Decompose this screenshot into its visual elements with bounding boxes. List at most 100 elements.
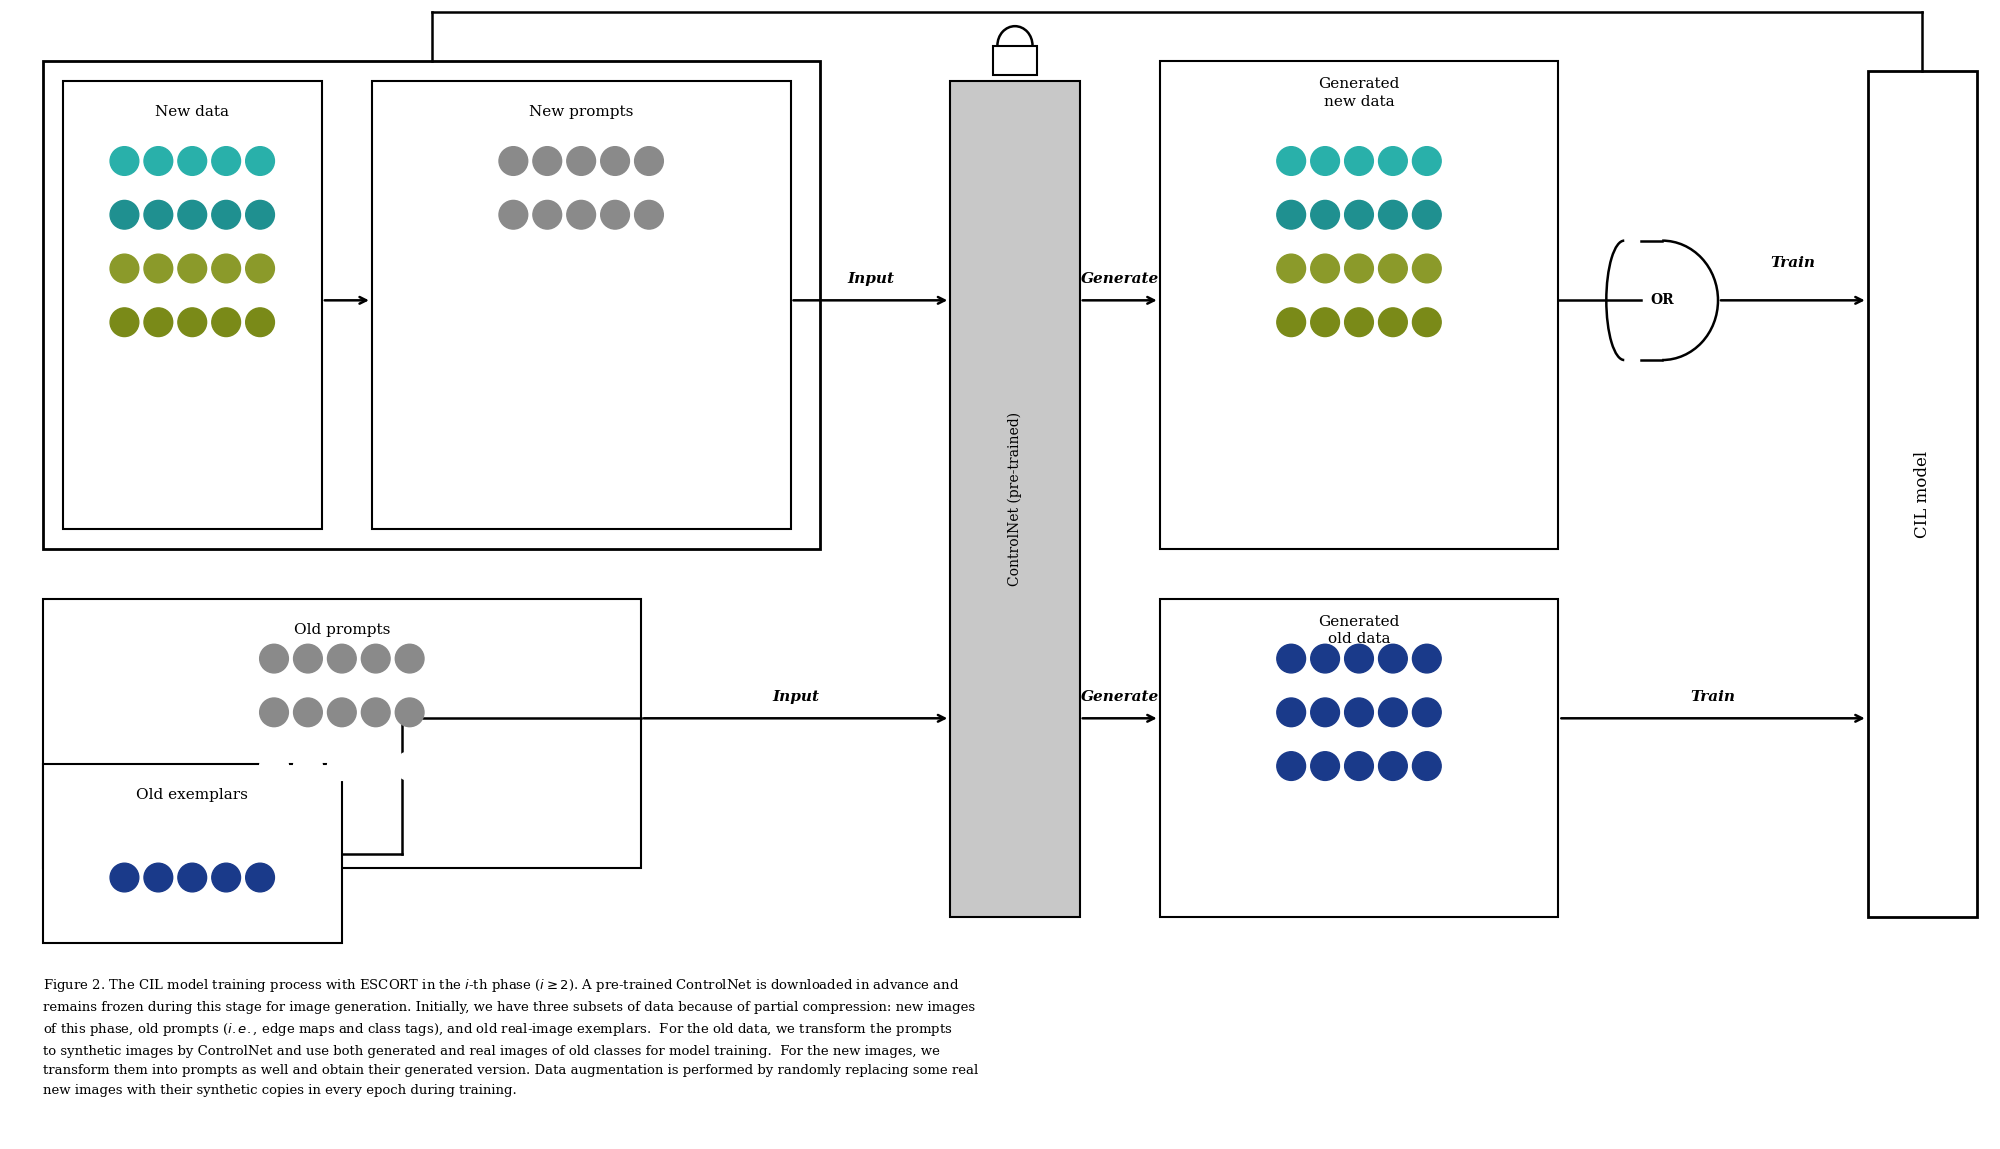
Circle shape xyxy=(600,308,630,337)
Text: New data: New data xyxy=(156,106,230,119)
Circle shape xyxy=(110,308,138,337)
Circle shape xyxy=(362,645,390,673)
Circle shape xyxy=(144,254,172,283)
Text: Old prompts: Old prompts xyxy=(294,623,390,637)
Circle shape xyxy=(1276,751,1306,780)
Bar xyxy=(994,46,1036,76)
Circle shape xyxy=(1310,645,1340,673)
Circle shape xyxy=(1344,645,1374,673)
Circle shape xyxy=(212,254,240,283)
Circle shape xyxy=(498,200,528,229)
Circle shape xyxy=(246,147,274,176)
Circle shape xyxy=(498,147,528,176)
Circle shape xyxy=(178,200,206,229)
Circle shape xyxy=(1412,254,1442,283)
Text: New prompts: New prompts xyxy=(528,106,634,119)
Circle shape xyxy=(328,751,356,780)
Bar xyxy=(950,82,1080,917)
Circle shape xyxy=(1276,697,1306,726)
Circle shape xyxy=(110,200,138,229)
Text: Input: Input xyxy=(772,691,820,704)
Circle shape xyxy=(532,254,562,283)
Text: ControlNet (pre-trained): ControlNet (pre-trained) xyxy=(1008,412,1022,586)
Circle shape xyxy=(1378,751,1408,780)
Circle shape xyxy=(396,697,424,726)
Circle shape xyxy=(1344,308,1374,337)
Circle shape xyxy=(260,751,288,780)
Circle shape xyxy=(294,645,322,673)
Circle shape xyxy=(600,147,630,176)
Text: Old exemplars: Old exemplars xyxy=(136,788,248,802)
Text: Generate: Generate xyxy=(1080,691,1158,704)
Bar xyxy=(1160,599,1558,917)
Circle shape xyxy=(532,200,562,229)
Circle shape xyxy=(144,147,172,176)
Circle shape xyxy=(600,254,630,283)
Circle shape xyxy=(178,147,206,176)
Circle shape xyxy=(178,863,206,892)
Circle shape xyxy=(260,697,288,726)
Text: Generated
new data: Generated new data xyxy=(1318,77,1400,109)
Circle shape xyxy=(1378,147,1408,176)
Circle shape xyxy=(566,200,596,229)
Circle shape xyxy=(110,863,138,892)
Circle shape xyxy=(1310,308,1340,337)
Circle shape xyxy=(1412,147,1442,176)
Circle shape xyxy=(1378,697,1408,726)
Circle shape xyxy=(110,147,138,176)
Circle shape xyxy=(396,645,424,673)
Circle shape xyxy=(498,254,528,283)
Text: Generated
old data: Generated old data xyxy=(1318,615,1400,646)
Circle shape xyxy=(1310,200,1340,229)
Circle shape xyxy=(396,751,424,780)
Text: OR: OR xyxy=(1650,293,1674,307)
Circle shape xyxy=(144,863,172,892)
Circle shape xyxy=(566,308,596,337)
Bar xyxy=(62,82,322,530)
Text: CIL model: CIL model xyxy=(1914,450,1930,538)
Circle shape xyxy=(144,200,172,229)
Circle shape xyxy=(1378,200,1408,229)
Circle shape xyxy=(532,147,562,176)
Circle shape xyxy=(1276,200,1306,229)
Circle shape xyxy=(1412,751,1442,780)
Circle shape xyxy=(1412,645,1442,673)
Text: Train: Train xyxy=(1770,256,1816,270)
Circle shape xyxy=(1378,645,1408,673)
Bar xyxy=(1160,62,1558,549)
Bar xyxy=(42,599,640,867)
Circle shape xyxy=(1310,147,1340,176)
Bar xyxy=(42,764,342,943)
Circle shape xyxy=(212,147,240,176)
Circle shape xyxy=(294,751,322,780)
Circle shape xyxy=(1310,751,1340,780)
Circle shape xyxy=(1378,308,1408,337)
Circle shape xyxy=(212,200,240,229)
Circle shape xyxy=(246,863,274,892)
Text: Train: Train xyxy=(1690,691,1736,704)
Circle shape xyxy=(260,645,288,673)
Text: Generate: Generate xyxy=(1080,272,1158,286)
Circle shape xyxy=(1276,308,1306,337)
Text: Input: Input xyxy=(846,272,894,286)
Circle shape xyxy=(110,254,138,283)
Circle shape xyxy=(1378,254,1408,283)
Text: Figure 2. The CIL model training process with ESCORT in the $i$-th phase ($i \ge: Figure 2. The CIL model training process… xyxy=(42,977,978,1097)
Circle shape xyxy=(178,254,206,283)
Circle shape xyxy=(328,645,356,673)
Circle shape xyxy=(1412,697,1442,726)
Bar xyxy=(372,82,790,530)
Circle shape xyxy=(246,200,274,229)
Circle shape xyxy=(566,254,596,283)
Circle shape xyxy=(634,308,664,337)
Circle shape xyxy=(634,254,664,283)
Circle shape xyxy=(212,863,240,892)
Circle shape xyxy=(362,697,390,726)
Circle shape xyxy=(212,308,240,337)
Circle shape xyxy=(1344,697,1374,726)
Circle shape xyxy=(1276,254,1306,283)
Circle shape xyxy=(1412,200,1442,229)
Circle shape xyxy=(246,254,274,283)
Circle shape xyxy=(178,308,206,337)
Circle shape xyxy=(1276,645,1306,673)
